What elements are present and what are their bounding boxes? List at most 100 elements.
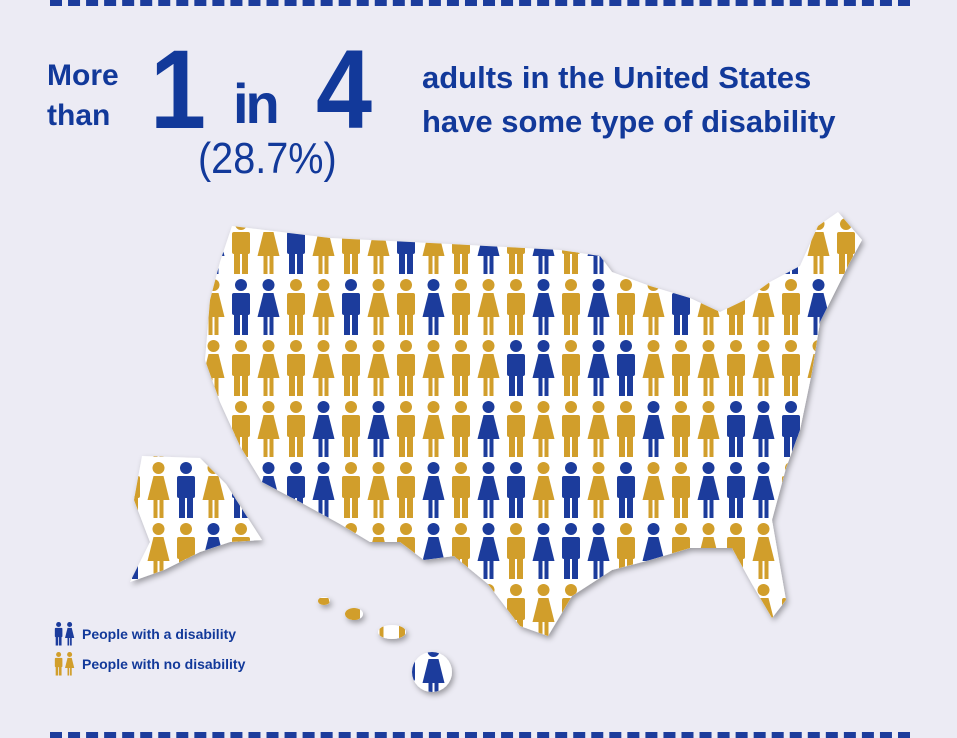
person-no-disability xyxy=(452,340,470,396)
person-no-disability xyxy=(177,279,195,335)
headline-prefix: More than xyxy=(47,56,119,136)
person-with-disability xyxy=(697,462,720,518)
person-no-disability xyxy=(312,523,335,579)
person-no-disability xyxy=(257,645,280,692)
person-with-disability xyxy=(532,340,555,396)
ratio-word: in xyxy=(233,72,280,135)
person-no-disability xyxy=(617,584,635,640)
person-with-disability xyxy=(342,279,360,335)
person-no-disability xyxy=(752,218,775,274)
person-no-disability xyxy=(312,279,335,335)
person-no-disability xyxy=(532,584,555,640)
person-no-disability xyxy=(727,218,745,274)
person-with-disability xyxy=(177,340,195,396)
person-no-disability xyxy=(532,645,555,692)
person-no-disability xyxy=(837,340,855,396)
person-no-disability xyxy=(507,401,525,457)
person-no-disability xyxy=(727,340,745,396)
headline-line-2: have some type of disability xyxy=(422,104,836,139)
person-no-disability xyxy=(477,645,500,692)
people-gold-icon xyxy=(54,652,75,676)
person-with-disability xyxy=(587,340,610,396)
person-no-disability xyxy=(257,584,280,640)
person-with-disability xyxy=(672,218,690,274)
person-no-disability xyxy=(452,279,470,335)
person-with-disability xyxy=(562,462,580,518)
person-no-disability xyxy=(697,340,720,396)
headline-than: than xyxy=(47,99,111,132)
person-with-disability xyxy=(697,218,720,274)
person-no-disability xyxy=(782,340,800,396)
person-with-disability xyxy=(367,401,390,457)
person-no-disability xyxy=(367,462,390,518)
person-no-disability xyxy=(672,584,690,640)
person-no-disability xyxy=(562,340,580,396)
person-with-disability xyxy=(477,401,500,457)
person-with-disability xyxy=(422,462,445,518)
person-with-disability xyxy=(752,462,775,518)
person-with-disability xyxy=(587,523,610,579)
person-with-disability xyxy=(232,279,250,335)
person-with-disability xyxy=(727,462,745,518)
person-no-disability xyxy=(642,340,665,396)
person-no-disability xyxy=(367,645,390,692)
person-no-disability xyxy=(287,340,305,396)
person-no-disability xyxy=(147,462,170,518)
person-no-disability xyxy=(672,645,690,692)
headline-more: More xyxy=(47,59,119,92)
person-no-disability xyxy=(367,279,390,335)
person-no-disability xyxy=(312,340,335,396)
person-with-disability xyxy=(807,462,830,518)
legend-woman-figure xyxy=(65,652,75,676)
person-no-disability xyxy=(837,645,855,692)
person-no-disability xyxy=(342,462,360,518)
person-no-disability xyxy=(807,645,830,692)
person-no-disability xyxy=(562,279,580,335)
person-with-disability xyxy=(532,523,555,579)
person-no-disability xyxy=(727,645,745,692)
person-no-disability xyxy=(617,401,635,457)
person-no-disability xyxy=(397,340,415,396)
person-no-disability xyxy=(532,401,555,457)
person-no-disability xyxy=(617,279,635,335)
person-no-disability xyxy=(287,279,305,335)
legend-woman-figure xyxy=(65,622,75,646)
person-with-disability xyxy=(642,401,665,457)
person-no-disability xyxy=(837,584,855,640)
person-no-disability xyxy=(507,523,525,579)
person-no-disability xyxy=(807,523,830,579)
person-no-disability xyxy=(697,401,720,457)
person-with-disability xyxy=(177,218,195,274)
person-no-disability xyxy=(257,401,280,457)
person-no-disability xyxy=(397,401,415,457)
person-with-disability xyxy=(617,340,635,396)
person-no-disability xyxy=(752,340,775,396)
person-no-disability xyxy=(147,401,170,457)
person-no-disability xyxy=(807,584,830,640)
person-with-disability xyxy=(130,401,140,457)
person-no-disability xyxy=(287,523,305,579)
person-no-disability xyxy=(130,340,140,396)
person-no-disability xyxy=(562,401,580,457)
person-no-disability xyxy=(727,584,745,640)
person-no-disability xyxy=(147,218,170,274)
person-no-disability xyxy=(782,523,800,579)
person-no-disability xyxy=(422,340,445,396)
person-no-disability xyxy=(617,645,635,692)
person-no-disability xyxy=(130,218,140,274)
person-with-disability xyxy=(312,401,335,457)
person-with-disability xyxy=(562,523,580,579)
person-with-disability xyxy=(697,645,720,692)
person-with-disability xyxy=(782,218,800,274)
person-with-disability xyxy=(422,279,445,335)
person-no-disability xyxy=(617,218,635,274)
bottom-dashed-divider xyxy=(50,732,910,738)
person-with-disability xyxy=(507,462,525,518)
person-no-disability xyxy=(422,584,445,640)
headline-line-1: adults in the United States xyxy=(422,60,812,95)
legend-with-disability: People with a disability xyxy=(54,622,236,646)
ratio-denominator: 4 xyxy=(316,27,373,152)
person-no-disability xyxy=(532,462,555,518)
person-no-disability xyxy=(422,401,445,457)
person-no-disability xyxy=(232,340,250,396)
